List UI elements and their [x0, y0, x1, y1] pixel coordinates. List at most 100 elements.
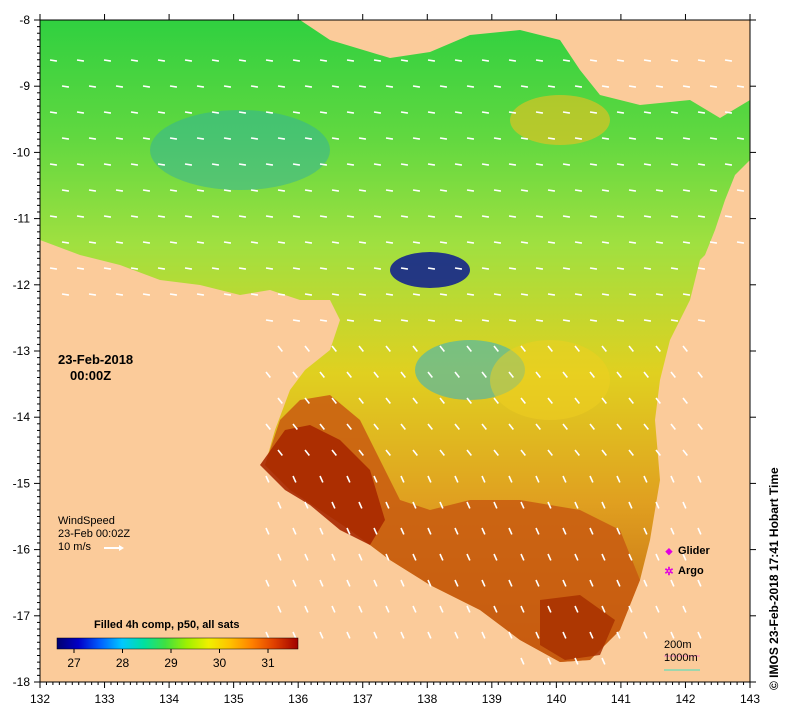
wind-arrow — [682, 85, 691, 88]
wind-arrow — [601, 501, 606, 509]
wind-arrow — [373, 267, 382, 270]
wind-arrow — [211, 267, 220, 270]
wind-arrow — [319, 215, 328, 218]
wind-arrow — [481, 475, 486, 483]
wind-arrow — [331, 293, 340, 296]
wind-arrow — [643, 371, 649, 378]
wind-arrow — [439, 85, 448, 88]
wind-arrow — [142, 241, 151, 244]
wind-arrow — [454, 163, 463, 166]
wind-arrow — [616, 579, 621, 587]
wind-arrow — [508, 163, 517, 166]
colorbar — [56, 637, 299, 650]
wind-arrow — [196, 241, 205, 244]
wind-arrow — [628, 241, 637, 244]
wind-arrow — [697, 267, 706, 270]
wind-arrow — [427, 59, 436, 62]
wind-arrow — [265, 423, 271, 430]
wind-arrow — [130, 59, 139, 62]
wind-arrow — [277, 449, 283, 456]
wind-arrow — [304, 397, 310, 404]
wind-arrow — [454, 371, 460, 378]
wind-arrow — [427, 319, 436, 322]
wind-arrow — [736, 85, 745, 88]
wind-arrow — [508, 475, 513, 483]
wind-arrow — [547, 397, 553, 404]
wind-arrow — [169, 293, 178, 296]
wind-arrow — [466, 241, 475, 244]
wind-arrow — [115, 241, 124, 244]
wind-arrow — [250, 189, 259, 192]
wind-arrow — [535, 319, 544, 322]
wind-arrow — [601, 189, 610, 192]
wind-arrow — [292, 215, 301, 218]
wind-arrow — [331, 189, 340, 192]
lat-label: -15 — [13, 476, 31, 490]
wind-arrow — [682, 605, 687, 613]
wind-arrow — [643, 319, 652, 322]
wind-arrow — [49, 111, 58, 114]
lat-label: -13 — [13, 344, 31, 358]
wind-arrow — [466, 397, 472, 404]
landmass-cape-york — [705, 160, 750, 255]
wind-arrow — [115, 85, 124, 88]
wind-arrow — [76, 215, 85, 218]
wind-arrow — [427, 423, 433, 430]
wind-arrow — [223, 241, 232, 244]
longitude-axis: 132 133 134 135 136 137 138 139 140 141 142 143 — [30, 14, 760, 706]
wind-arrow — [616, 59, 625, 62]
wind-arrow — [682, 137, 691, 140]
wind-arrow — [454, 215, 463, 218]
wind-arrow — [589, 475, 594, 483]
wind-arrow — [427, 267, 436, 270]
wind-arrow — [385, 605, 390, 613]
wind-arrow — [277, 189, 286, 192]
wind-arrow — [547, 657, 552, 665]
wind-arrow — [157, 267, 166, 270]
wind-arrow — [61, 293, 70, 296]
wind-arrow — [508, 631, 513, 639]
wind-arrow — [481, 111, 490, 114]
wind-arrow — [400, 527, 405, 535]
wind-arrow — [535, 631, 540, 639]
wind-arrow — [574, 137, 583, 140]
wind-arrow — [547, 85, 556, 88]
wind-arrow — [454, 579, 459, 587]
wind-arrow — [439, 293, 448, 296]
wind-arrow — [616, 319, 625, 322]
latitude-axis: -8 -9 -10 -11 -12 -13 -14 -15 -16 -17 -18 — [13, 13, 756, 689]
argo-icon: ✲ — [664, 565, 674, 578]
wind-arrow — [49, 163, 58, 166]
wind-arrow — [574, 345, 580, 352]
wind-arrow — [238, 59, 247, 62]
wind-arrow — [304, 345, 310, 352]
wind-arrow — [643, 267, 652, 270]
wind-arrow — [373, 111, 382, 114]
wind-arrow — [454, 267, 463, 270]
wind-arrow — [466, 85, 475, 88]
wind-arrow — [697, 59, 706, 62]
wind-arrow — [331, 449, 337, 456]
wind-arrow — [724, 215, 733, 218]
wind-arrow — [265, 215, 274, 218]
wind-arrow — [400, 631, 405, 639]
wind-arrow — [319, 423, 325, 430]
wind-arrow — [358, 345, 364, 352]
wind-arrow — [697, 527, 702, 535]
wind-arrow — [250, 85, 259, 88]
wind-arrow — [358, 189, 367, 192]
wind-arrow — [277, 605, 282, 613]
hot-region-southwest — [260, 425, 385, 545]
wind-arrow — [520, 85, 529, 88]
lat-label: -16 — [13, 543, 31, 557]
wind-scale-arrowhead — [119, 545, 124, 551]
wind-arrow — [670, 475, 675, 483]
wind-arrow — [670, 267, 679, 270]
wind-arrow — [628, 85, 637, 88]
lat-label: -8 — [19, 13, 30, 27]
wind-arrow — [373, 475, 378, 483]
wind-arrow — [346, 163, 355, 166]
wind-arrow — [493, 553, 498, 561]
wind-arrow — [427, 371, 433, 378]
wind-arrow — [439, 553, 444, 561]
